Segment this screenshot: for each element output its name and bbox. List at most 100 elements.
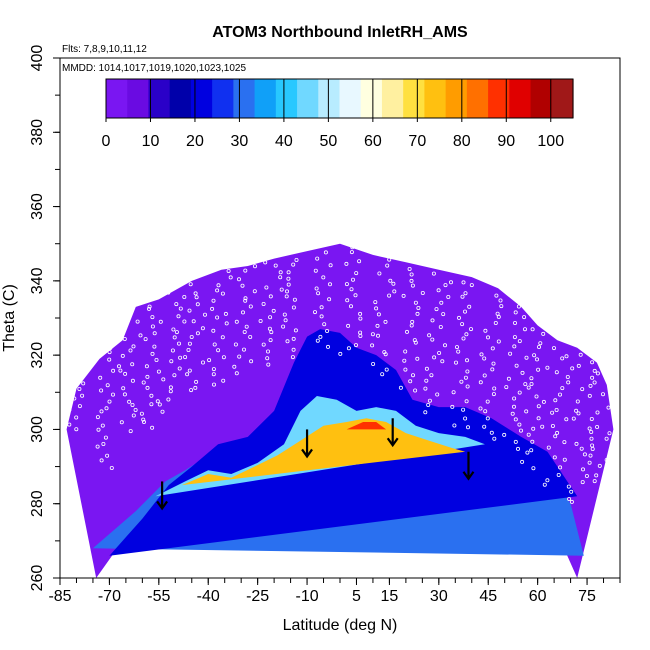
track-point [141,380,146,385]
colorbar-tick-label: 40 [275,133,293,150]
colorbar-swatch [339,79,362,118]
colorbar-tick-label: 60 [364,133,382,150]
track-point [401,293,406,298]
track-point [590,443,595,448]
track-point [353,343,358,348]
track-point [485,399,490,404]
track-point [216,348,221,353]
track-point [588,383,593,388]
track-point [87,359,92,364]
track-point [268,315,273,320]
track-point [526,385,531,390]
track-point [72,396,77,401]
track-point [423,386,428,391]
track-point [111,392,116,397]
track-point [556,332,561,337]
track-point [266,362,271,367]
track-point [74,415,79,420]
track-point [552,346,557,351]
x-tick-label: -55 [147,588,170,605]
track-point [249,359,254,364]
track-point [286,276,291,281]
x-tick-label: -85 [48,588,71,605]
track-point [143,337,148,342]
track-point [240,283,245,288]
track-point [321,275,326,280]
track-point [446,294,451,299]
track-point [291,262,296,267]
track-point [525,450,530,455]
track-point [189,334,194,339]
track-point [278,275,283,280]
track-point [171,327,176,332]
field-band [346,422,387,430]
track-point [103,435,108,440]
track-point [375,323,380,328]
track-point [80,393,85,398]
track-point [169,359,174,364]
track-point [237,354,242,359]
track-point [195,331,200,336]
track-point [109,465,114,470]
track-point [216,283,221,288]
track-point [67,422,72,427]
track-point [590,360,595,365]
track-point [461,407,466,412]
y-tick-label: 260 [29,565,46,592]
track-point [131,344,136,349]
track-point [576,363,581,368]
colorbar-swatch [275,79,298,118]
track-point [161,377,166,382]
track-point [437,350,442,355]
track-point [594,473,599,478]
track-point [121,327,126,332]
track-point [387,257,392,262]
track-point [130,378,135,383]
track-point [193,291,198,296]
track-point [566,380,571,385]
x-axis: -85 -70 -55 -40 -25 -10 5 15 30 45 60 75 [48,578,621,605]
track-point [430,318,435,323]
track-point [211,372,216,377]
track-point [415,311,420,316]
track-point [460,294,465,299]
track-point [459,379,464,384]
track-point [448,280,453,285]
track-point [558,392,563,397]
track-point [595,410,600,415]
track-point [212,342,217,347]
track-point [131,413,136,418]
track-point [358,330,363,335]
track-point [564,354,569,359]
track-point [420,290,425,295]
track-point [530,439,535,444]
track-point [346,346,351,351]
track-point [592,380,597,385]
track-point [491,361,496,366]
track-point [193,385,198,390]
track-point [441,312,446,317]
track-point [560,386,565,391]
track-point [562,457,567,462]
track-point [482,424,487,429]
colorbar-swatch [106,79,128,118]
track-point [349,287,354,292]
track-point [512,404,517,409]
track-point [120,353,125,358]
y-axis-label: Theta (C) [1,284,18,352]
track-point [241,347,246,352]
track-point [541,399,546,404]
track-point [490,346,495,351]
colorbar-swatch [169,79,192,118]
track-point [135,319,140,324]
y-tick-label: 340 [29,267,46,294]
track-point [325,328,330,333]
track-point [370,332,375,337]
track-point [371,361,376,366]
track-point [562,440,567,445]
track-point [261,342,266,347]
colorbar-tick-label: 30 [231,133,249,150]
track-point [510,411,515,416]
track-point [546,445,551,450]
colorbar-swatch [403,79,426,118]
